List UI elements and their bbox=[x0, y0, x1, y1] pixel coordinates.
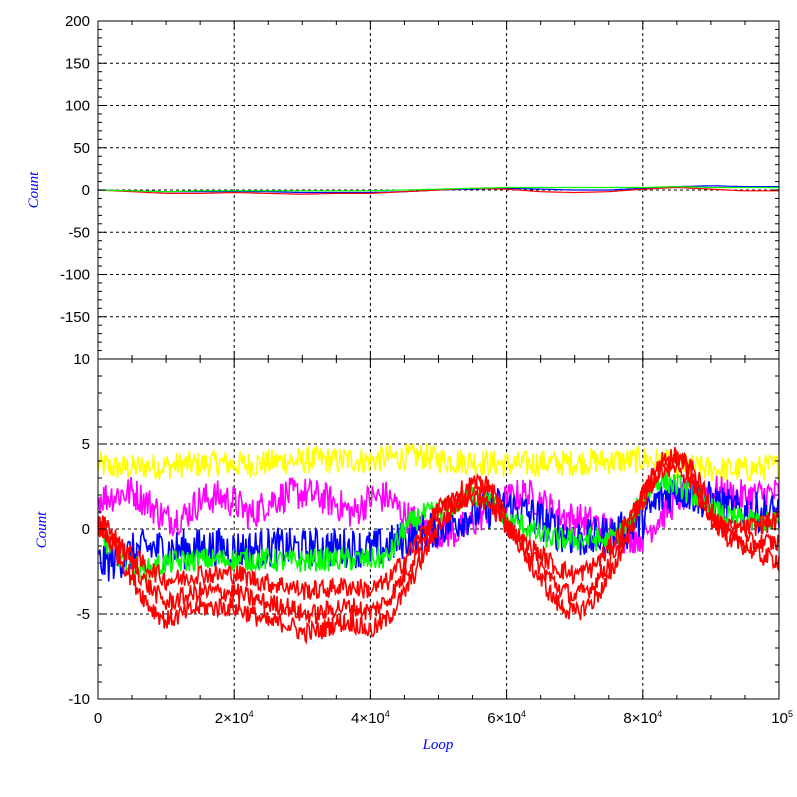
x-tick-label: 4×104 bbox=[351, 709, 390, 727]
x-axis-title: Loop bbox=[422, 737, 454, 753]
y-tick-label: 5 bbox=[82, 436, 90, 453]
y-axis-title-top: Count bbox=[26, 171, 42, 209]
y-tick-label: -50 bbox=[68, 224, 90, 241]
axes-frame bbox=[97, 20, 780, 700]
series-line-1-0 bbox=[97, 443, 780, 482]
y-tick-label: -100 bbox=[60, 267, 90, 284]
series-line-0-2 bbox=[98, 186, 779, 193]
x-tick-label: 6×104 bbox=[487, 709, 526, 727]
y-tick-label: -5 bbox=[77, 606, 90, 623]
y-tick-label: 0 bbox=[82, 521, 90, 538]
x-tick-label: 2×104 bbox=[215, 709, 254, 727]
series-line-1-2 bbox=[97, 474, 780, 582]
y-tick-label: -150 bbox=[60, 309, 90, 326]
y-axis-title-bottom: Count bbox=[34, 511, 50, 549]
y-tick-label: -10 bbox=[68, 691, 90, 708]
y-tick-label: 50 bbox=[73, 140, 90, 157]
y-tick-label: 0 bbox=[82, 182, 90, 199]
y-tick-label: 10 bbox=[73, 351, 90, 368]
series-layer bbox=[97, 185, 780, 645]
series-line-1-6 bbox=[97, 455, 780, 600]
x-tick-label: 105 bbox=[771, 709, 793, 727]
series-line-0-1 bbox=[98, 186, 779, 195]
x-tick-label: 8×104 bbox=[623, 709, 662, 727]
y-tick-label: 150 bbox=[65, 55, 90, 72]
y-tick-label: 200 bbox=[65, 13, 90, 30]
y-tick-label: 100 bbox=[65, 98, 90, 115]
x-tick-label: 0 bbox=[94, 710, 102, 727]
